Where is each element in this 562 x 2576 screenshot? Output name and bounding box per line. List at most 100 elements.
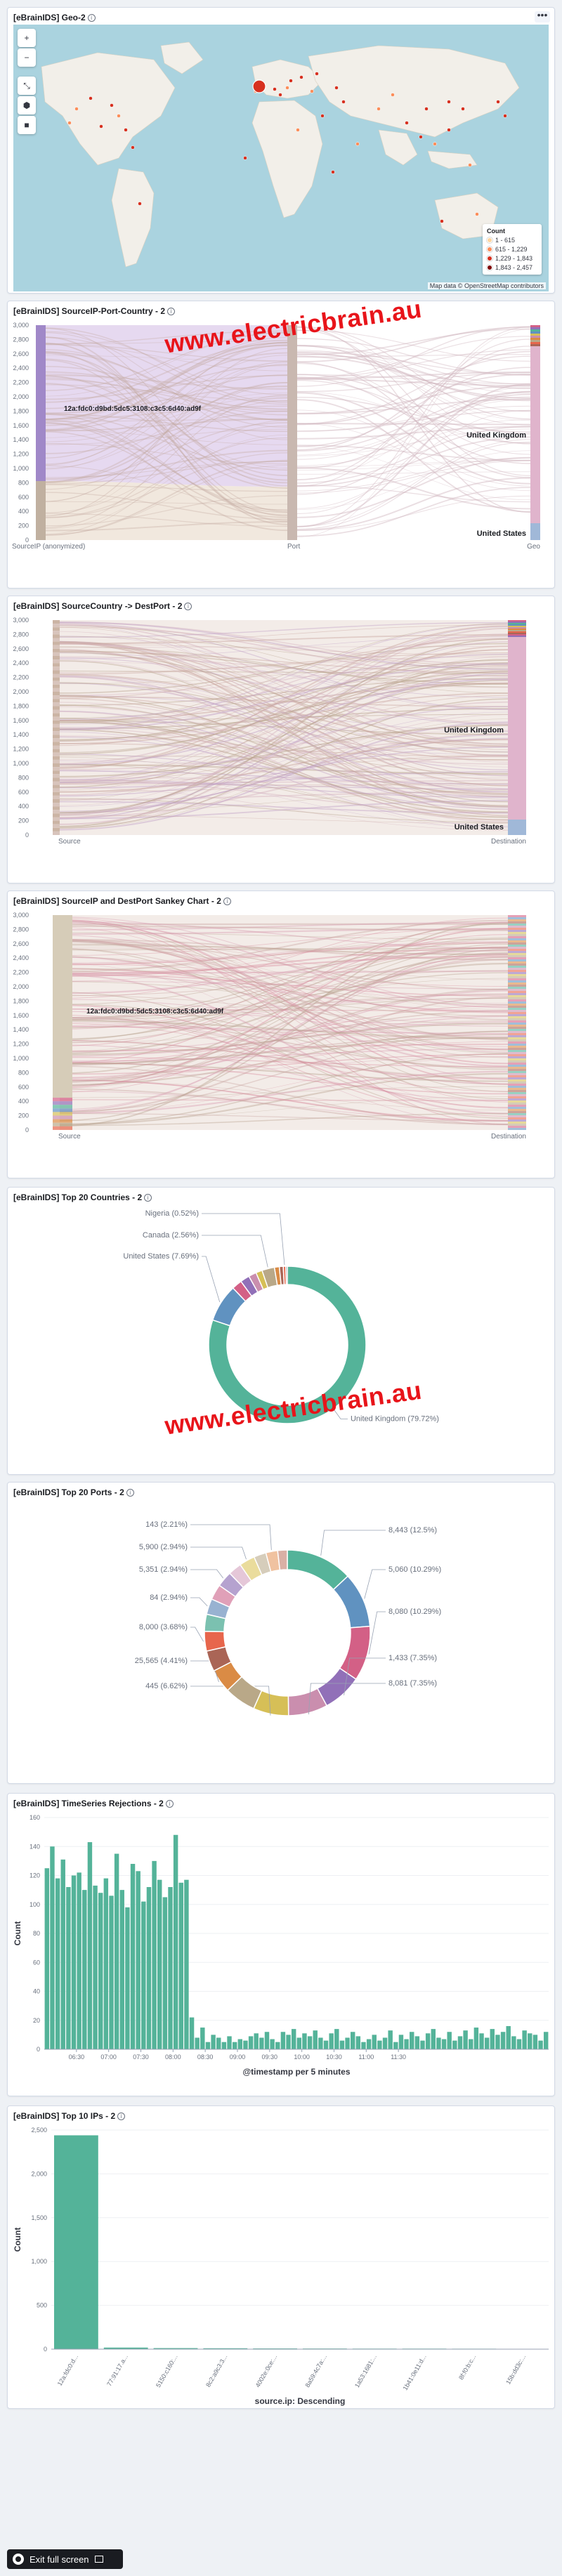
sankey-link[interactable] bbox=[59, 1086, 509, 1098]
sankey-link[interactable] bbox=[59, 770, 509, 785]
bar[interactable] bbox=[66, 1887, 71, 2049]
sankey-node[interactable] bbox=[508, 970, 526, 972]
sankey-link[interactable] bbox=[296, 426, 531, 484]
sankey-link[interactable] bbox=[59, 622, 509, 671]
sankey-link[interactable] bbox=[44, 461, 288, 478]
sankey-node[interactable] bbox=[508, 926, 526, 928]
sankey-link[interactable] bbox=[59, 682, 509, 753]
sankey-node[interactable] bbox=[508, 972, 526, 974]
sankey-node[interactable] bbox=[53, 742, 60, 746]
sankey-link[interactable] bbox=[59, 920, 509, 1125]
sankey-link[interactable] bbox=[59, 941, 509, 964]
sankey-link[interactable] bbox=[44, 419, 288, 513]
sankey-node[interactable] bbox=[53, 631, 60, 635]
sankey-link[interactable] bbox=[59, 928, 509, 957]
sankey-link[interactable] bbox=[44, 327, 288, 403]
exit-fullscreen-button[interactable]: Exit full screen bbox=[7, 2549, 123, 2569]
map-canvas[interactable] bbox=[13, 25, 549, 291]
sankey-link[interactable] bbox=[59, 631, 509, 763]
fit-bounds-button[interactable]: ⤡ bbox=[18, 77, 36, 95]
sankey-node[interactable] bbox=[508, 947, 526, 949]
sankey-node[interactable] bbox=[36, 481, 46, 540]
sankey-link[interactable] bbox=[59, 641, 509, 776]
bar[interactable] bbox=[243, 2040, 248, 2049]
map-point[interactable] bbox=[433, 142, 437, 146]
sankey-node[interactable] bbox=[508, 624, 526, 626]
sankey-node[interactable] bbox=[508, 1100, 526, 1103]
sankey-node[interactable] bbox=[53, 695, 60, 699]
sankey-link[interactable] bbox=[59, 636, 509, 669]
sankey-node[interactable] bbox=[508, 1004, 526, 1006]
sankey-node[interactable] bbox=[36, 325, 46, 481]
sankey-link[interactable] bbox=[59, 756, 509, 820]
sankey-link[interactable] bbox=[296, 380, 531, 444]
sankey-link[interactable] bbox=[296, 351, 531, 376]
sankey-node[interactable] bbox=[508, 626, 526, 627]
sankey-node[interactable] bbox=[53, 663, 60, 667]
sankey-node[interactable] bbox=[53, 673, 60, 678]
sankey-link[interactable] bbox=[59, 720, 509, 821]
sankey-link[interactable] bbox=[59, 698, 509, 797]
sankey-link[interactable] bbox=[59, 627, 509, 751]
bar[interactable] bbox=[479, 2033, 484, 2049]
sankey-link[interactable] bbox=[59, 1062, 509, 1082]
sankey-link[interactable] bbox=[59, 948, 509, 1100]
sankey-chart[interactable]: 3,000 2,800 2,600 2,400 2,200 2,000 1,800 1,600… bbox=[8, 908, 555, 1175]
sankey-node[interactable] bbox=[508, 955, 526, 957]
sankey-link[interactable] bbox=[59, 737, 509, 813]
sankey-link[interactable] bbox=[59, 919, 509, 1080]
bar[interactable] bbox=[516, 2039, 522, 2049]
sankey-node[interactable] bbox=[508, 1037, 526, 1039]
sankey-link[interactable] bbox=[44, 513, 288, 527]
sankey-link[interactable] bbox=[296, 344, 531, 386]
map-point[interactable] bbox=[67, 121, 72, 125]
sankey-link[interactable] bbox=[59, 947, 509, 977]
sankey-link[interactable] bbox=[59, 973, 509, 997]
bar[interactable] bbox=[103, 1878, 109, 2049]
sankey-node[interactable] bbox=[53, 831, 60, 835]
map-point[interactable] bbox=[315, 72, 319, 76]
sankey-node[interactable] bbox=[508, 1126, 526, 1128]
sankey-node[interactable] bbox=[530, 331, 540, 334]
sankey-link[interactable] bbox=[296, 336, 531, 379]
map-point[interactable] bbox=[243, 156, 247, 160]
sankey-node[interactable] bbox=[508, 820, 526, 835]
sankey-node[interactable] bbox=[530, 327, 540, 329]
sankey-node[interactable] bbox=[508, 953, 526, 955]
sankey-node[interactable] bbox=[508, 1071, 526, 1073]
sankey-link[interactable] bbox=[59, 948, 509, 1058]
sankey-link[interactable] bbox=[59, 992, 509, 1119]
sankey-link[interactable] bbox=[44, 425, 288, 513]
sankey-node[interactable] bbox=[508, 974, 526, 976]
bar[interactable] bbox=[398, 2035, 404, 2049]
sankey-link[interactable] bbox=[59, 739, 509, 793]
sankey-link[interactable] bbox=[59, 704, 509, 807]
sankey-link[interactable] bbox=[59, 695, 509, 732]
sankey-link[interactable] bbox=[59, 622, 509, 638]
sankey-link[interactable] bbox=[59, 662, 509, 814]
sankey-link[interactable] bbox=[59, 638, 509, 827]
sankey-link[interactable] bbox=[296, 346, 531, 481]
sankey-link[interactable] bbox=[44, 428, 288, 445]
sankey-link[interactable] bbox=[59, 798, 509, 823]
bar[interactable] bbox=[77, 1872, 81, 2049]
sankey-node[interactable] bbox=[53, 634, 60, 638]
sankey-link[interactable] bbox=[44, 484, 288, 492]
sankey-link[interactable] bbox=[59, 990, 509, 1086]
sankey-node[interactable] bbox=[508, 985, 526, 987]
sankey-link[interactable] bbox=[44, 348, 288, 517]
map-point[interactable] bbox=[355, 142, 360, 146]
sankey-node[interactable] bbox=[53, 788, 60, 792]
sankey-link[interactable] bbox=[59, 1025, 509, 1034]
sankey-link[interactable] bbox=[59, 755, 509, 819]
bar[interactable] bbox=[500, 2032, 506, 2049]
bar[interactable] bbox=[54, 2135, 98, 2349]
sankey-node[interactable] bbox=[53, 745, 60, 749]
bar[interactable] bbox=[538, 2040, 543, 2049]
map-point[interactable] bbox=[447, 100, 451, 104]
bar[interactable] bbox=[157, 1879, 162, 2049]
sankey-link[interactable] bbox=[296, 329, 531, 362]
sankey-link[interactable] bbox=[59, 656, 509, 816]
bar-chart[interactable]: 0 500 1,000 1,500 2,000 2,500 12a:fdc0:d... 77:… bbox=[8, 2123, 555, 2407]
sankey-link[interactable] bbox=[44, 431, 288, 518]
